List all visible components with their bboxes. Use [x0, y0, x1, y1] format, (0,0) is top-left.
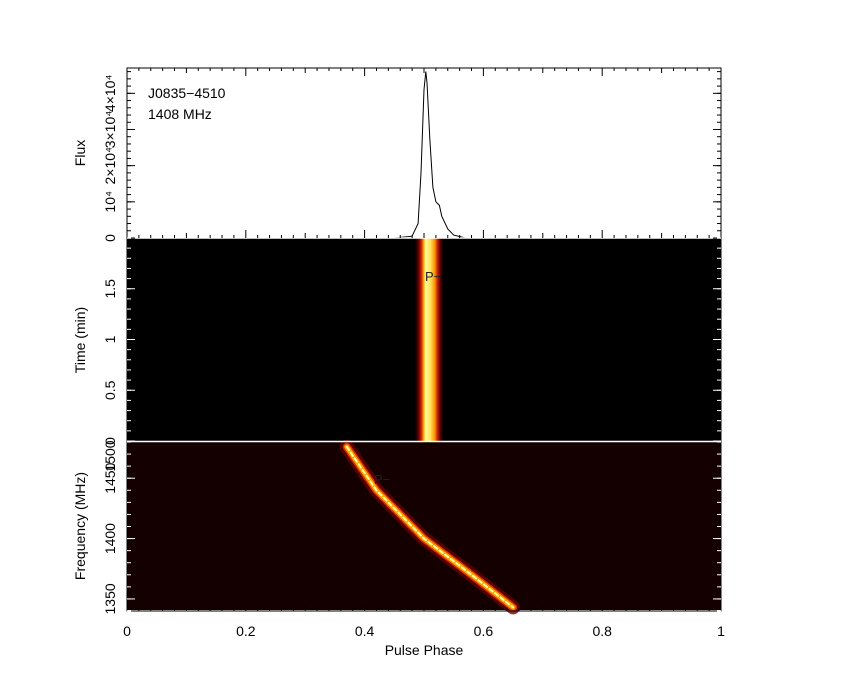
time-axis-title: Time (min) [72, 307, 88, 373]
frequency-tick-label: 1500 [102, 440, 118, 471]
frequency-tick-label: 1450 [102, 462, 118, 493]
frequency-tick-label: 1350 [102, 583, 118, 614]
x-axis-title: Pulse Phase [385, 642, 464, 658]
flux-tick-label: 4×10⁴ [102, 75, 118, 113]
flux-axis-title: Flux [72, 140, 88, 166]
x-tick-label: 0.6 [474, 623, 494, 639]
frequency-axis-title: Frequency (MHz) [72, 472, 88, 580]
frequency-panel-overlay-label: P− [374, 472, 390, 487]
sweep-highlight [345, 445, 515, 609]
flux-tick-label: 0 [102, 234, 118, 242]
time-pulse-band [415, 238, 443, 441]
frequency-sweep-track [339, 439, 521, 615]
frequency-panel-background [127, 442, 721, 610]
time-tick-label: 1 [102, 335, 118, 343]
time-tick-label: 0.5 [102, 380, 118, 400]
time-tick-label: 1.5 [102, 279, 118, 299]
flux-tick-label: 10⁴ [102, 191, 118, 213]
time-panel-overlay-label: P− [425, 269, 441, 284]
tick-marks [126, 68, 722, 612]
x-tick-label: 1 [717, 623, 725, 639]
flux-tick-label: 2×10⁴ [102, 147, 118, 185]
frequency-tick-label: 1400 [102, 523, 118, 554]
flux-tick-label: 3×10⁴ [102, 111, 118, 149]
frequency-label: 1408 MHz [148, 106, 212, 122]
x-tick-label: 0.8 [592, 623, 612, 639]
x-tick-label: 0.4 [355, 623, 375, 639]
time-tick-label: 0 [102, 437, 118, 445]
source-name-label: J0835−4510 [148, 85, 226, 101]
x-tick-label: 0 [123, 623, 131, 639]
profile-line [127, 71, 721, 239]
x-tick-label: 0.2 [236, 623, 256, 639]
